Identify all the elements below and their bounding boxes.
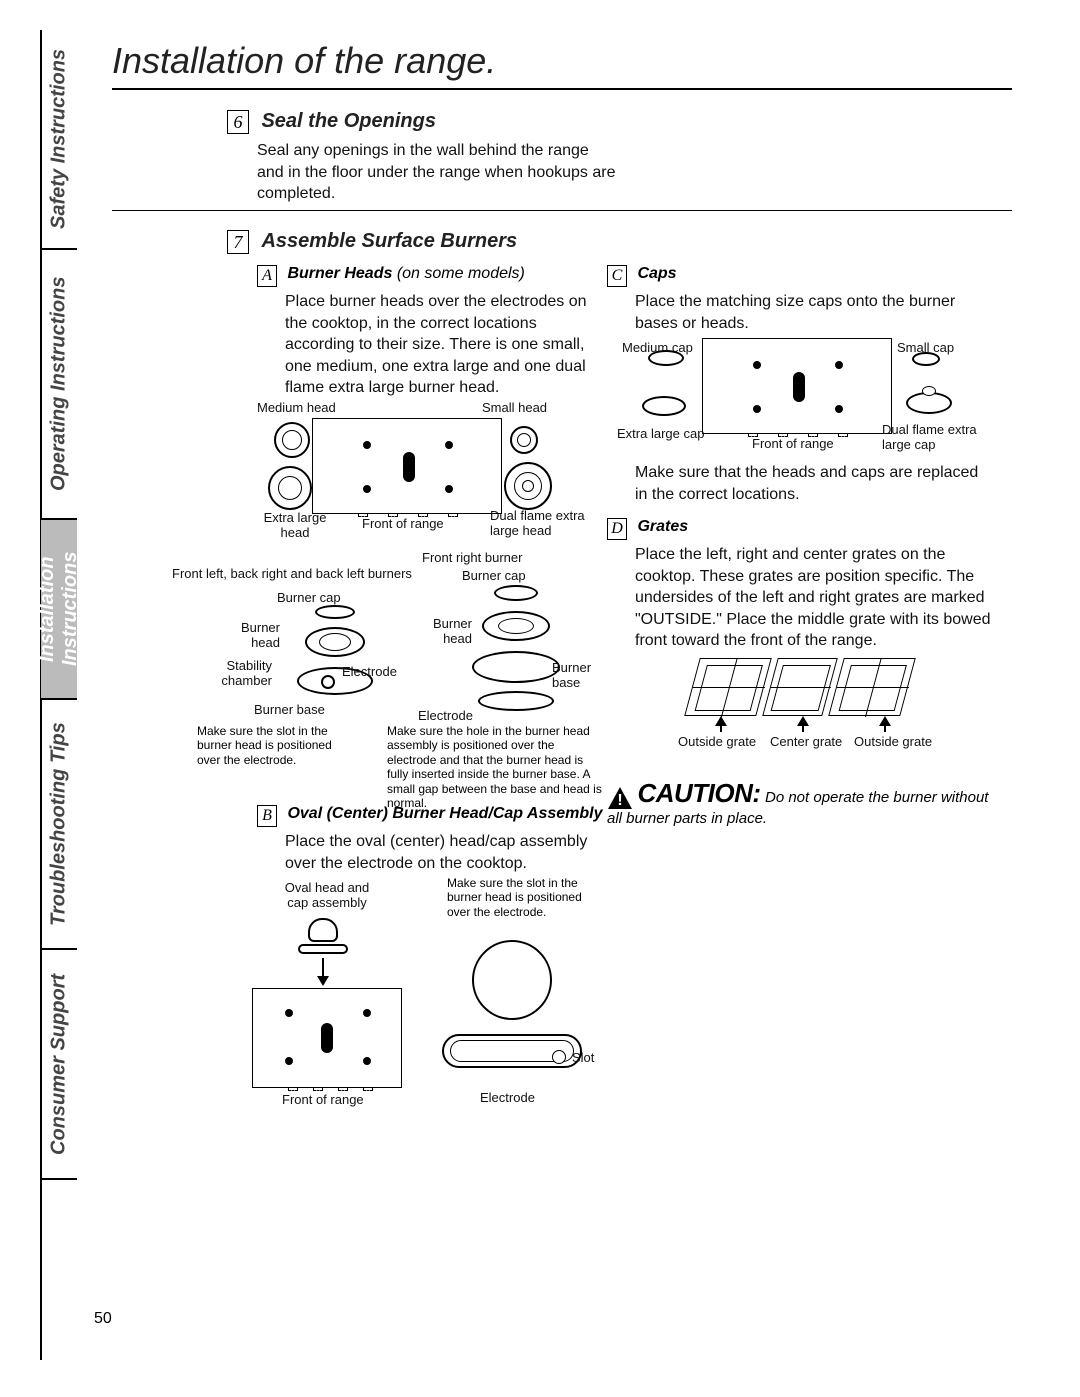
icon-small-head (510, 426, 538, 454)
label-burner-head-l: Burner head (232, 620, 280, 650)
label-center-grate: Center grate (770, 734, 842, 749)
sub-d-letter: D (607, 518, 627, 540)
note-slot-right: Make sure the hole in the burner head as… (387, 724, 602, 810)
sub-a-body: Place burner heads over the electrodes o… (285, 291, 595, 399)
label-front-right-burner: Front right burner (422, 550, 522, 565)
label-xl-head: Extra large head (260, 510, 330, 540)
label-outside-right: Outside grate (854, 734, 932, 749)
label-front-range-3: Front of range (752, 436, 834, 451)
sub-a-letter: A (257, 265, 277, 287)
label-burner-base-r: Burner base (552, 660, 602, 690)
label-stability-chamber: Stability chamber (212, 658, 272, 688)
label-outside-left: Outside grate (678, 734, 756, 749)
label-small-head: Small head (482, 400, 547, 415)
sub-c-title: Caps (637, 265, 676, 282)
icon-medium-head (274, 422, 310, 458)
caution-word: CAUTION: (637, 778, 760, 808)
icon-dual-cap (906, 392, 952, 414)
icon-small-cap (912, 352, 940, 366)
diagram-cooktop-oval (252, 988, 402, 1088)
step-7-title: Assemble Surface Burners (261, 230, 517, 252)
icon-xl-cap (642, 396, 686, 416)
label-oval-assembly: Oval head and cap assembly (277, 880, 377, 910)
tab-safety: Safety Instructions (41, 30, 77, 250)
page-number: 50 (94, 1310, 112, 1328)
label-burner-cap-l: Burner cap (277, 590, 341, 605)
sub-b-body: Place the oval (center) head/cap assembl… (285, 831, 605, 874)
label-front-left-note: Front left, back right and back left bur… (172, 566, 412, 581)
label-electrode-l: Electrode (342, 664, 397, 679)
label-slot: Slot (572, 1050, 594, 1065)
sub-a-title: Burner Heads (on some models) (287, 265, 524, 282)
label-front-range-1: Front of range (362, 516, 444, 531)
sub-c-body: Place the matching size caps onto the bu… (635, 291, 995, 334)
diagram-cooktop-caps (702, 338, 892, 434)
page-title: Installation of the range. (112, 40, 496, 82)
sub-c-note: Make sure that the heads and caps are re… (635, 462, 995, 505)
label-electrode-b: Electrode (480, 1090, 535, 1105)
tab-support: Consumer Support (41, 950, 77, 1180)
svg-text:!: ! (617, 792, 622, 809)
sub-c-letter: C (607, 265, 627, 287)
step-7-number: 7 (227, 230, 249, 254)
label-electrode-r: Electrode (418, 708, 473, 723)
icon-dual-head (504, 462, 552, 510)
label-front-range-2: Front of range (282, 1092, 364, 1107)
label-dual-head: Dual flame extra large head (490, 508, 590, 538)
tab-installation: Installation Instructions (41, 520, 77, 700)
label-burner-base-l: Burner base (254, 702, 325, 717)
step-6-number: 6 (227, 110, 249, 134)
label-burner-head-r: Burner head (424, 616, 472, 646)
sub-d-title: Grates (637, 518, 688, 535)
warning-icon: ! (607, 786, 633, 810)
tab-troubleshooting: Troubleshooting Tips (41, 700, 77, 950)
icon-medium-cap (648, 350, 684, 366)
icon-oval-cap (308, 918, 348, 954)
label-burner-cap-r: Burner cap (462, 568, 526, 583)
label-medium-head: Medium head (257, 400, 336, 415)
label-xl-cap: Extra large cap (617, 426, 704, 441)
icon-xl-head (268, 466, 312, 510)
tab-operating: Operating Instructions (41, 250, 77, 520)
sub-b-title: Oval (Center) Burner Head/Cap Assembly (287, 805, 602, 822)
note-slot-left: Make sure the slot in the burner head is… (197, 724, 357, 767)
label-dual-cap: Dual flame extra large cap (882, 422, 992, 452)
caution-block: ! CAUTION: Do not operate the burner wit… (607, 778, 1007, 828)
step-6-title: Seal the Openings (261, 110, 435, 132)
sub-d-body: Place the left, right and center grates … (635, 544, 995, 652)
sub-b-letter: B (257, 805, 277, 827)
step-6-body: Seal any openings in the wall behind the… (257, 140, 617, 205)
note-slot-b: Make sure the slot in the burner head is… (447, 876, 587, 919)
section-tabs: Safety Instructions Operating Instructio… (41, 30, 77, 1290)
diagram-cooktop-heads (312, 418, 502, 514)
